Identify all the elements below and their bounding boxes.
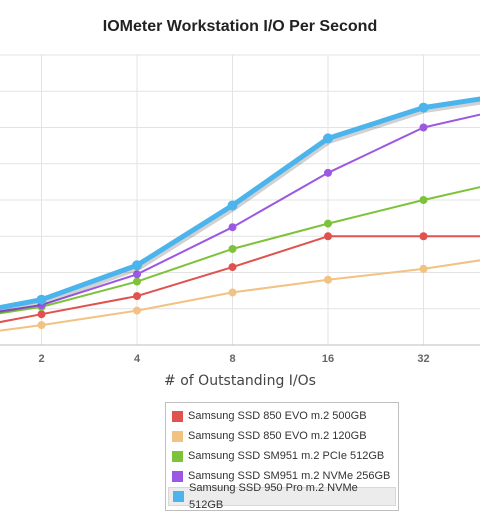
data-point[interactable] — [419, 123, 428, 132]
series-0 — [0, 232, 480, 332]
data-point[interactable] — [418, 102, 429, 113]
data-point[interactable] — [419, 232, 428, 241]
data-point[interactable] — [228, 263, 237, 272]
data-point[interactable] — [133, 306, 141, 315]
data-point[interactable] — [133, 270, 141, 279]
data-point[interactable] — [132, 260, 142, 271]
series-4 — [0, 96, 480, 314]
data-point[interactable] — [227, 200, 238, 211]
x-axis-label: # of Outstanding I/Os — [164, 373, 316, 389]
data-point[interactable] — [419, 264, 428, 273]
data-point[interactable] — [133, 277, 141, 286]
series-1 — [0, 259, 480, 332]
legend-item[interactable]: Samsung SSD SM951 m.2 NVMe 256GB — [168, 467, 396, 486]
data-point[interactable] — [37, 310, 46, 319]
legend-swatch — [172, 431, 183, 442]
data-point[interactable] — [324, 232, 332, 241]
x-tick-label: 2 — [38, 353, 44, 365]
data-point[interactable] — [228, 244, 237, 253]
data-point[interactable] — [37, 321, 46, 330]
data-point[interactable] — [36, 294, 47, 305]
legend-swatch — [172, 471, 183, 482]
chart-title: IOMeter Workstation I/O Per Second — [102, 18, 378, 35]
x-tick-labels: 2 4 8 16 32 — [38, 353, 429, 365]
data-point[interactable] — [324, 168, 332, 177]
legend-item[interactable]: Samsung SSD 850 EVO m.2 500GB — [168, 407, 396, 426]
legend: Samsung SSD 850 EVO m.2 500GB Samsung SSD… — [165, 402, 399, 511]
data-point[interactable] — [228, 223, 237, 232]
series-line[interactable] — [0, 235, 480, 332]
legend-label: Samsung SSD SM951 m.2 NVMe 256GB — [188, 470, 391, 482]
legend-label: Samsung SSD SM951 m.2 PCIe 512GB — [188, 450, 385, 462]
legend-item[interactable]: Samsung SSD 950 Pro m.2 NVMe 512GB — [168, 482, 396, 511]
legend-label: Samsung SSD 850 EVO m.2 500GB — [188, 410, 367, 422]
legend-item[interactable]: Samsung SSD 850 EVO m.2 120GB — [168, 427, 396, 446]
data-point[interactable] — [324, 219, 332, 228]
data-point[interactable] — [133, 292, 141, 301]
data-point[interactable] — [323, 133, 333, 144]
legend-item[interactable]: Samsung SSD SM951 m.2 PCIe 512GB — [168, 447, 396, 466]
data-point[interactable] — [228, 288, 237, 297]
series-3 — [0, 113, 480, 313]
x-tick-label: 16 — [322, 353, 334, 365]
legend-swatch — [173, 491, 184, 502]
series-layer — [0, 96, 480, 332]
x-tick-label: 8 — [229, 353, 235, 365]
legend-swatch — [172, 451, 183, 462]
x-tick-label: 32 — [417, 353, 429, 365]
legend-swatch — [172, 411, 183, 422]
x-tick-label: 4 — [134, 353, 141, 365]
legend-label: Samsung SSD 850 EVO m.2 120GB — [188, 430, 367, 442]
data-point[interactable] — [419, 196, 428, 204]
legend-label: Samsung SSD 950 Pro m.2 NVMe 512GB — [189, 481, 358, 511]
data-point[interactable] — [324, 275, 332, 284]
